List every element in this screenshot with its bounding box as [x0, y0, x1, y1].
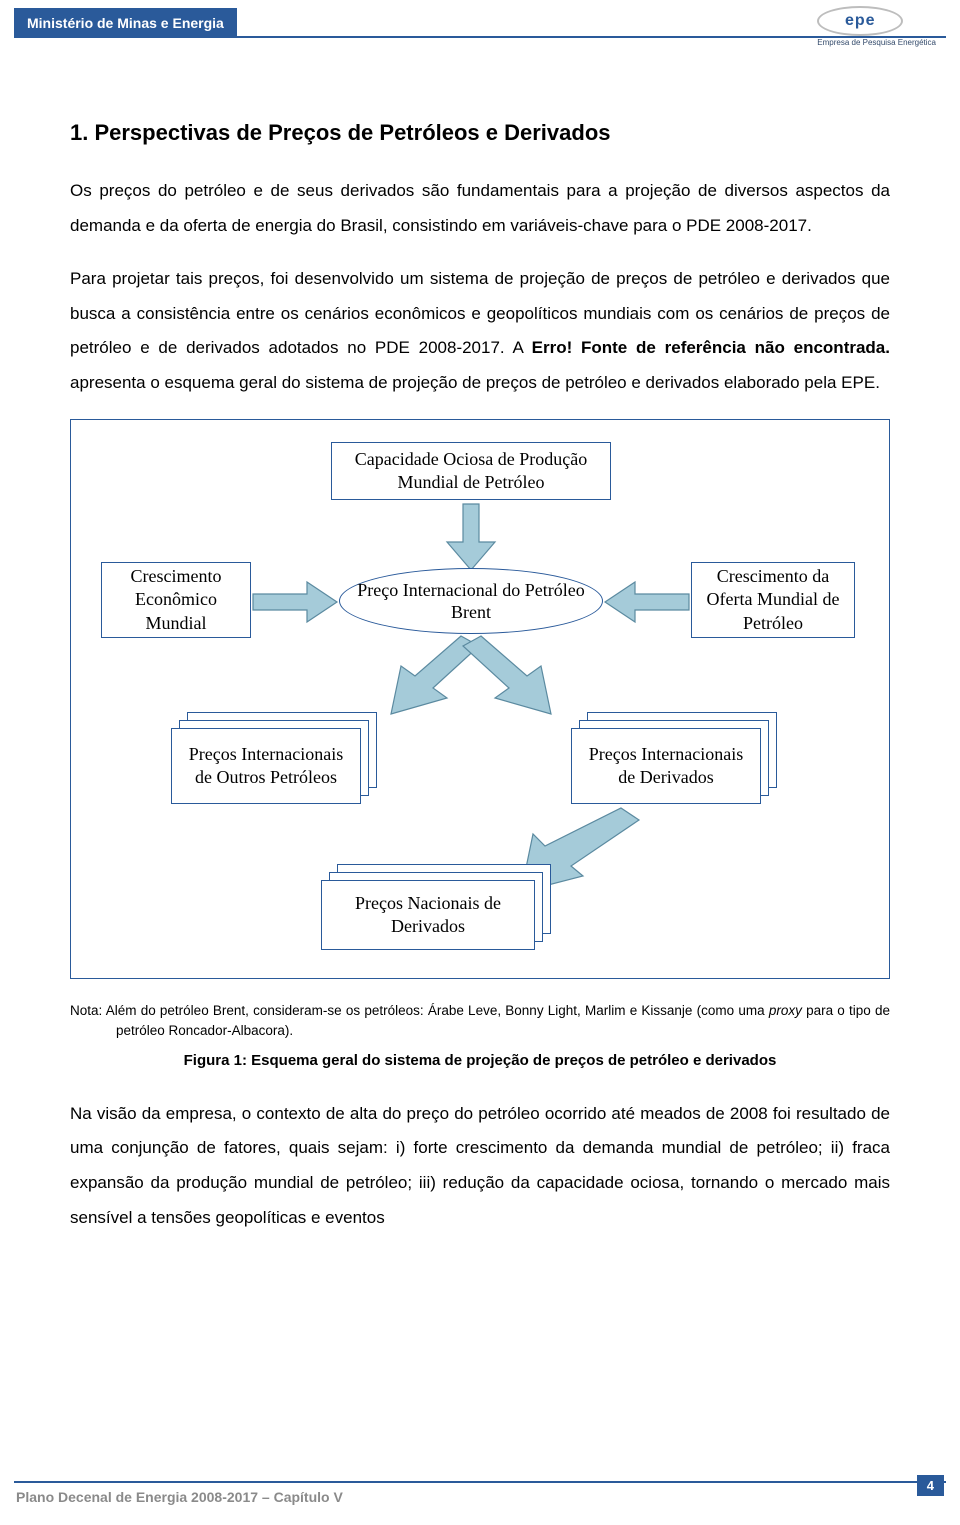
- epe-logo-oval: epe: [817, 6, 903, 36]
- arrow-econ-to-brent: [253, 582, 337, 622]
- paragraph-3: Na visão da empresa, o contexto de alta …: [70, 1097, 890, 1236]
- figure-caption: Figura 1: Esquema geral do sistema de pr…: [70, 1052, 890, 1069]
- paragraph-2: Para projetar tais preços, foi desenvolv…: [70, 262, 890, 401]
- node-outros-petroleos: Preços Internacionais de Outros Petróleo…: [171, 728, 361, 804]
- arrow-cap-to-brent: [447, 504, 495, 570]
- page-header: Ministério de Minas e Energia epe Empres…: [14, 8, 946, 38]
- node-cresc-oferta: Crescimento da Oferta Mundial de Petróle…: [691, 562, 855, 638]
- flowchart-frame: Capacidade Ociosa de Produção Mundial de…: [70, 419, 890, 979]
- paragraph-1: Os preços do petróleo e de seus derivado…: [70, 174, 890, 244]
- node-cresc-econ: Crescimento Econômico Mundial: [101, 562, 251, 638]
- note-a: Nota: Além do petróleo Brent, consideram…: [70, 1003, 769, 1018]
- page-number-badge: 4: [917, 1475, 944, 1496]
- arrow-oferta-to-brent: [605, 582, 689, 622]
- footer-title: Plano Decenal de Energia 2008-2017 – Cap…: [16, 1489, 343, 1505]
- note-proxy: proxy: [769, 1003, 802, 1018]
- p2-part-b: apresenta o esquema geral do sistema de …: [70, 373, 880, 392]
- node-brent: Preço Internacional do Petróleo Brent: [339, 568, 603, 634]
- node-derivados-int: Preços Internacionais de Derivados: [571, 728, 761, 804]
- p2-error-ref: Erro! Fonte de referência não encontrada…: [532, 338, 890, 357]
- node-derivados-nac: Preços Nacionais de Derivados: [321, 880, 535, 950]
- ministry-label: Ministério de Minas e Energia: [14, 8, 237, 38]
- section-title: 1. Perspectivas de Preços de Petróleos e…: [70, 120, 890, 146]
- page-footer: Plano Decenal de Energia 2008-2017 – Cap…: [14, 1481, 946, 1511]
- page-content: 1. Perspectivas de Preços de Petróleos e…: [70, 120, 890, 1254]
- node-capacity: Capacidade Ociosa de Produção Mundial de…: [331, 442, 611, 500]
- epe-logo-subtitle: Empresa de Pesquisa Energética: [817, 38, 936, 47]
- figure-note: Nota: Além do petróleo Brent, consideram…: [70, 1001, 890, 1042]
- arrow-brent-split: [351, 636, 591, 728]
- epe-logo: epe Empresa de Pesquisa Energética: [817, 6, 936, 47]
